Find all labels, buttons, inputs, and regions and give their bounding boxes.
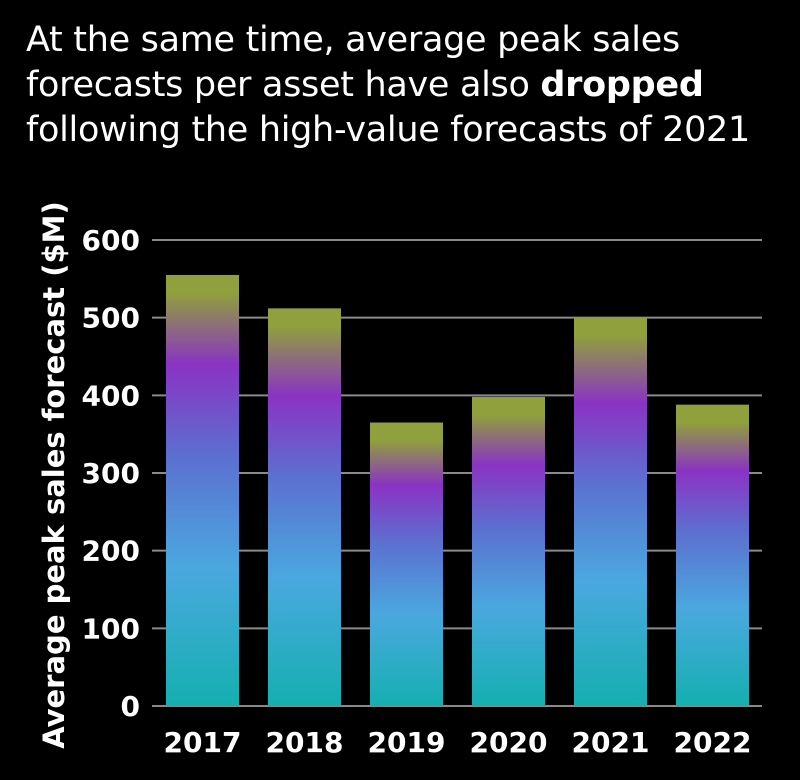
y-tick-label: 200 [82, 535, 140, 568]
y-tick-labels: 0 100 200 300 400 500 600 [82, 224, 140, 723]
x-tick-labels: 2017 2018 2019 2020 2021 2022 [164, 726, 752, 759]
y-tick-label: 500 [82, 302, 140, 335]
x-tick-label: 2022 [674, 726, 752, 759]
title-text-1: At the same time, average peak sales for… [26, 20, 680, 105]
gridlines [152, 239, 762, 707]
bars [166, 274, 749, 706]
bar-2018 [268, 308, 341, 706]
x-tick-label: 2019 [368, 726, 446, 759]
y-tick-label: 300 [82, 457, 140, 490]
y-tick-label: 600 [82, 224, 140, 257]
bar-2019 [370, 422, 443, 706]
bar-2017 [166, 274, 239, 706]
x-tick-label: 2017 [164, 726, 242, 759]
y-tick-label: 100 [82, 612, 140, 645]
title-text-2: following the high-value forecasts of 20… [26, 110, 750, 150]
bar-2021 [574, 317, 647, 706]
y-tick-label: 400 [82, 379, 140, 412]
title-bold-word: dropped [540, 65, 704, 105]
x-tick-label: 2021 [572, 726, 650, 759]
y-tick-label: 0 [121, 690, 140, 723]
bar-2020 [472, 396, 545, 706]
chart-title: At the same time, average peak sales for… [26, 18, 786, 153]
bar-2022 [676, 404, 749, 706]
x-tick-label: 2018 [266, 726, 344, 759]
x-tick-label: 2020 [470, 726, 548, 759]
